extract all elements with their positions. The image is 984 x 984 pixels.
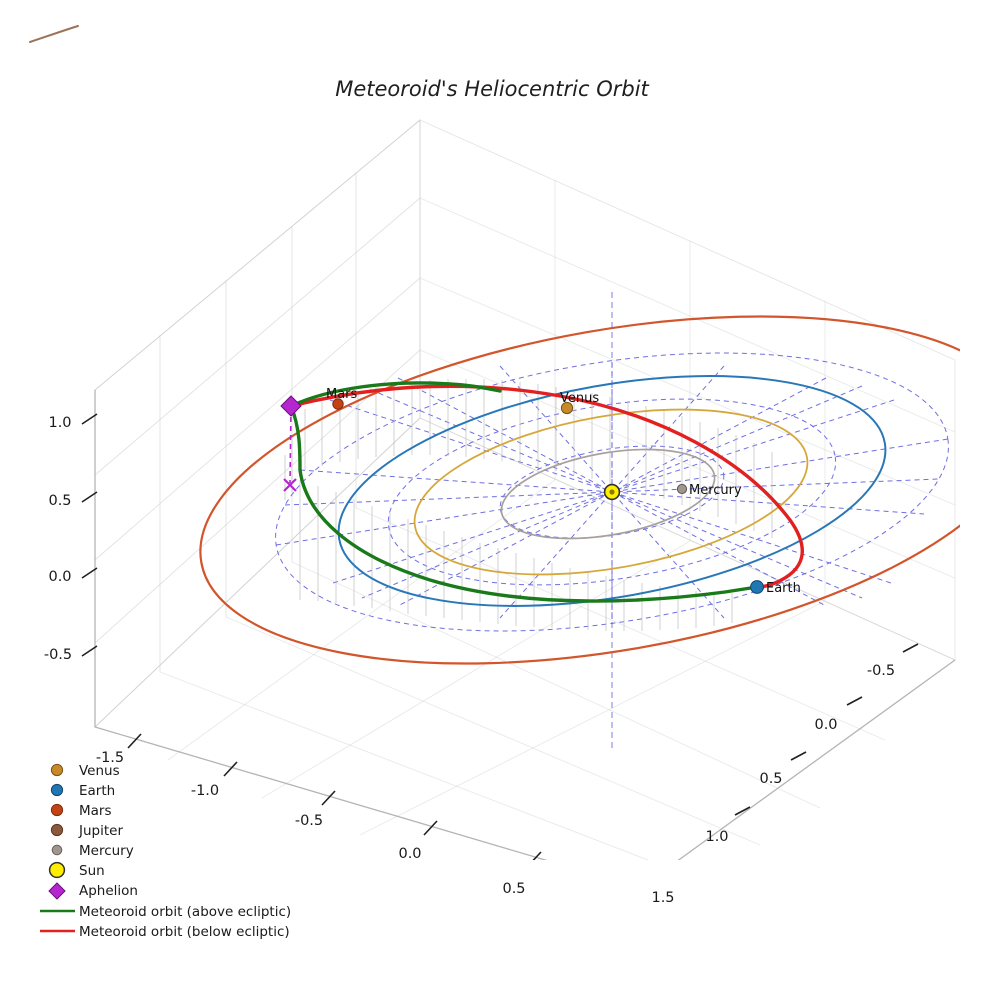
xtick-4: 0.0 <box>398 846 421 862</box>
earth-marker[interactable] <box>750 580 764 594</box>
legend-label-mercury: Mercury <box>79 843 134 859</box>
sun-marker[interactable] <box>603 483 621 501</box>
legend: Venus Earth Mars Jupiter Mercury <box>40 763 291 940</box>
legend-item-mercury[interactable]: Mercury <box>51 843 134 859</box>
mars-label: Mars <box>326 387 358 402</box>
mars-swatch-icon <box>50 803 64 817</box>
earth-orbit <box>337 375 887 607</box>
venus-label: Venus <box>560 391 599 406</box>
axis-ticks <box>81 413 919 860</box>
legend-label-aphelion: Aphelion <box>79 883 138 899</box>
meteoroid-orbit-below-ecliptic <box>289 384 804 589</box>
legend-item-earth[interactable]: Earth <box>50 783 115 799</box>
projection-stems <box>284 379 773 631</box>
ytick-2: 0.0 <box>814 717 837 733</box>
ztick-4: -0.5 <box>44 647 72 663</box>
legend-item-orbit-above[interactable]: Meteoroid orbit (above ecliptic) <box>40 904 291 920</box>
jupiter-swatch-icon <box>50 823 64 837</box>
legend-item-aphelion[interactable]: Aphelion <box>48 882 138 900</box>
aphelion-marker[interactable] <box>280 395 302 417</box>
venus-swatch-icon <box>50 763 64 777</box>
chart-title: Meteoroid's Heliocentric Orbit <box>335 77 649 101</box>
xtick-3: -0.5 <box>295 813 323 829</box>
legend-label-sun: Sun <box>79 863 105 879</box>
aphelion-swatch-icon <box>48 882 66 900</box>
legend-label-orbit-below: Meteoroid orbit (below ecliptic) <box>79 924 290 940</box>
legend-label-orbit-above: Meteoroid orbit (above ecliptic) <box>79 904 291 920</box>
legend-item-orbit-below[interactable]: Meteoroid orbit (below ecliptic) <box>40 924 290 940</box>
ytick-1: -0.5 <box>867 663 895 679</box>
mars-orbit <box>199 315 960 665</box>
legend-item-sun[interactable]: Sun <box>48 861 105 879</box>
earth-swatch-icon <box>50 783 64 797</box>
axis-tick-labels: 1.0 0.5 0.0 -0.5 -1.5 -1.0 -0.5 0.0 0.5 … <box>44 415 895 906</box>
ytick-3: 0.5 <box>759 771 782 787</box>
venus-orbit <box>413 408 809 576</box>
venus-marker[interactable] <box>560 401 574 415</box>
legend-label-mars: Mars <box>79 803 112 819</box>
sun-swatch-icon <box>48 861 66 879</box>
xtick-2: -1.0 <box>191 783 219 799</box>
ztick-3: 0.0 <box>48 569 71 585</box>
meteoroid-orbit-crest <box>289 381 502 408</box>
mercury-marker[interactable] <box>676 483 688 495</box>
earth-label: Earth <box>766 581 801 596</box>
mercury-orbit <box>500 448 716 540</box>
ztick-1: 1.0 <box>48 415 71 431</box>
legend-label-jupiter: Jupiter <box>78 823 123 839</box>
jupiter-orbit-arc <box>29 25 79 43</box>
axes-spines <box>94 390 956 860</box>
mercury-swatch-icon <box>51 844 63 856</box>
ytick-4: 1.0 <box>705 829 728 845</box>
legend-item-mars[interactable]: Mars <box>50 803 112 819</box>
legend-label-venus: Venus <box>79 763 120 779</box>
xtick-1: -1.5 <box>96 750 124 766</box>
aphelion-projection-marker <box>283 478 297 492</box>
xtick-5: 0.5 <box>502 881 525 897</box>
ztick-2: 0.5 <box>48 493 71 509</box>
mercury-label: Mercury <box>689 483 742 498</box>
aphelion-projection-line <box>289 407 292 484</box>
legend-label-earth: Earth <box>79 783 115 799</box>
legend-item-jupiter[interactable]: Jupiter <box>50 823 123 839</box>
xtick-6: 1.5 <box>651 890 674 906</box>
mars-marker[interactable] <box>332 398 344 410</box>
meteoroid-orbit-above-ecliptic <box>289 404 759 603</box>
legend-item-venus[interactable]: Venus <box>50 763 120 779</box>
